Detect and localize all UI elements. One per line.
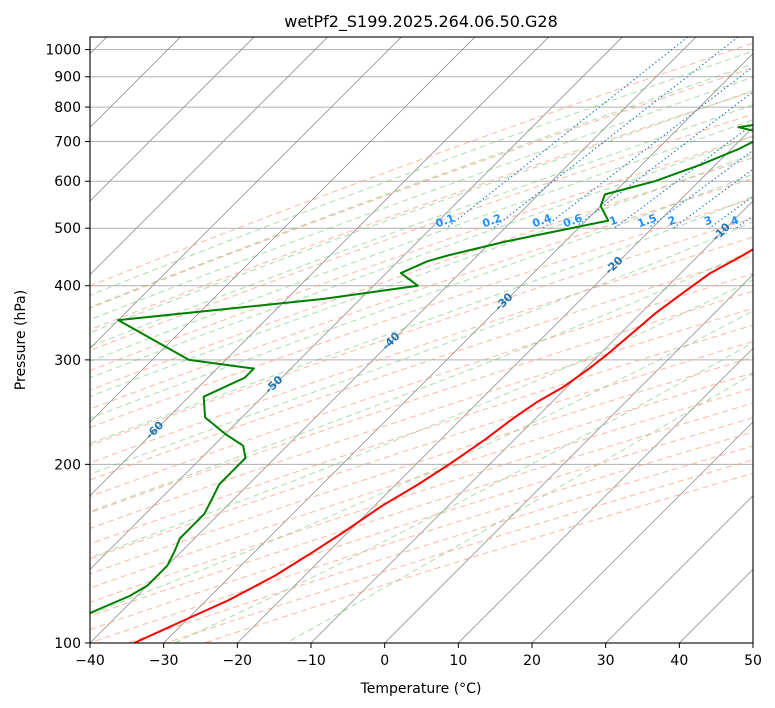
- dry-adiabat-line: [165, 459, 753, 643]
- moist-adiabat-line: [90, 249, 753, 513]
- dry-adiabat-line: [90, 217, 753, 446]
- mixing-ratio-line: [672, 168, 753, 229]
- mixing-ratio-label: 0.6: [561, 211, 584, 230]
- y-tick-label: 100: [54, 636, 81, 652]
- moist-adiabat-line: [90, 76, 753, 321]
- moist-adiabat-line: [285, 373, 753, 643]
- x-tick-label: −10: [296, 653, 326, 669]
- moist-adiabat-line: [90, 50, 753, 296]
- isotherm-line: [90, 37, 623, 570]
- dewpoint-line: [90, 123, 753, 615]
- x-tick-label: 50: [744, 653, 762, 669]
- isotherm-line: [237, 126, 753, 643]
- moist-adiabat-line: [90, 196, 753, 445]
- moist-adiabat-line: [90, 279, 753, 559]
- isotherm-label: -40: [379, 329, 402, 352]
- y-tick-label: 600: [54, 174, 81, 190]
- sounding-series: [90, 123, 753, 643]
- y-tick-label: 800: [54, 100, 81, 116]
- mixing-ratio-label: 3: [702, 214, 714, 229]
- y-tick-label: 700: [54, 134, 81, 150]
- y-axis-ticks: 100 200 300 400 500 600 700 800 900 1000: [45, 43, 90, 652]
- dry-adiabat-line: [203, 472, 753, 643]
- mixing-ratio-label: 0.2: [481, 211, 504, 230]
- y-tick-label: 400: [54, 279, 81, 295]
- isotherm-label: -50: [262, 373, 285, 396]
- y-axis-label: Pressure (hPa): [13, 290, 29, 390]
- x-tick-label: 10: [449, 653, 467, 669]
- dry-adiabat-line: [90, 307, 753, 529]
- mixing-ratio-line: [492, 37, 739, 229]
- isotherm-line: [458, 347, 753, 643]
- dry-adiabat-line: [90, 324, 753, 545]
- isotherm-line: [531, 421, 753, 643]
- dry-adiabat-line: [90, 90, 753, 331]
- dry-adiabat-line: [127, 445, 753, 643]
- isotherm-line: [90, 37, 697, 643]
- isotherm-line: [384, 274, 753, 643]
- mixing-ratio-label: 2: [666, 214, 678, 229]
- isotherm-line: [90, 37, 328, 276]
- moist-adiabat-line: [90, 173, 753, 419]
- x-axis-ticks: −40 −30 −20 −10 0 10 20 30 40 50: [75, 643, 762, 669]
- mixing-ratio-label: 4: [729, 213, 741, 228]
- dry-adiabat-line: [90, 67, 753, 309]
- mixing-ratio-line: [445, 37, 689, 229]
- dry-adiabat-line: [90, 198, 753, 429]
- dry-adiabat-line: [90, 113, 753, 351]
- x-tick-label: 40: [670, 653, 688, 669]
- dry-adiabat-line: [90, 290, 753, 514]
- isotherm-line: [679, 568, 753, 643]
- background-lines: [90, 37, 753, 643]
- isotherm-line: [90, 37, 549, 497]
- moist-adiabat-line: [173, 342, 753, 643]
- dry-adiabat-line: [90, 255, 753, 481]
- mixing-ratio-line: [614, 123, 753, 229]
- dry-adiabat-line: [90, 236, 753, 464]
- moist-adiabat-line: [90, 119, 753, 362]
- x-axis-label: Temperature (°C): [360, 681, 482, 697]
- isotherm-line: [90, 37, 402, 349]
- x-tick-label: −30: [149, 653, 179, 669]
- dry-adiabat-line: [90, 177, 753, 410]
- x-tick-label: −40: [75, 653, 105, 669]
- moist-adiabat-line: [90, 63, 753, 308]
- moist-adiabat-line: [90, 89, 753, 334]
- mixing-ratio-label: 1.5: [636, 211, 659, 230]
- dry-adiabat-line: [90, 417, 753, 631]
- x-tick-label: 20: [523, 653, 541, 669]
- isotherm-line: [90, 37, 255, 202]
- isotherm-line: [605, 495, 753, 643]
- y-tick-label: 500: [54, 221, 81, 237]
- mixing-ratio-label: 1: [608, 214, 620, 229]
- isotherm-line: [310, 200, 753, 643]
- x-tick-label: −20: [223, 653, 253, 669]
- chart-title: wetPf2_S199.2025.264.06.50.G28: [284, 12, 558, 32]
- isotherm-line: [752, 642, 753, 643]
- x-tick-label: 0: [380, 653, 389, 669]
- isotherm-line: [163, 53, 753, 643]
- isotherm-label: -20: [602, 254, 625, 277]
- y-tick-label: 900: [54, 70, 81, 86]
- mixing-ratio-label: 0.1: [434, 211, 457, 230]
- temperature-line: [133, 248, 753, 643]
- mixing-ratio-line: [735, 215, 753, 229]
- plot-frame: [89, 36, 754, 644]
- mixing-ratio-line: [542, 66, 753, 229]
- dry-adiabat-line: [90, 431, 753, 643]
- y-tick-label: 1000: [45, 43, 81, 59]
- x-tick-label: 30: [597, 653, 615, 669]
- isotherm-label: -30: [492, 290, 515, 313]
- y-tick-label: 300: [54, 353, 81, 369]
- mixing-ratio-line: [709, 195, 753, 229]
- moist-adiabat-line: [90, 153, 753, 397]
- mixing-ratio-label: 0.4: [531, 211, 554, 230]
- isotherm-line: [90, 37, 476, 423]
- y-tick-label: 200: [54, 457, 81, 473]
